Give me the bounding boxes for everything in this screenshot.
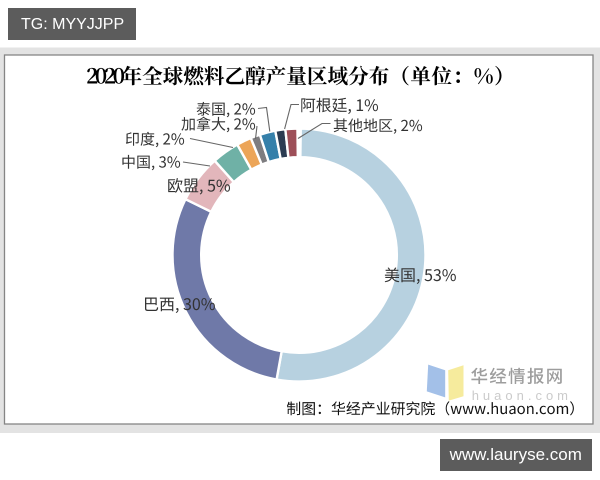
svg-text:huaon.com: huaon.com (472, 388, 572, 403)
